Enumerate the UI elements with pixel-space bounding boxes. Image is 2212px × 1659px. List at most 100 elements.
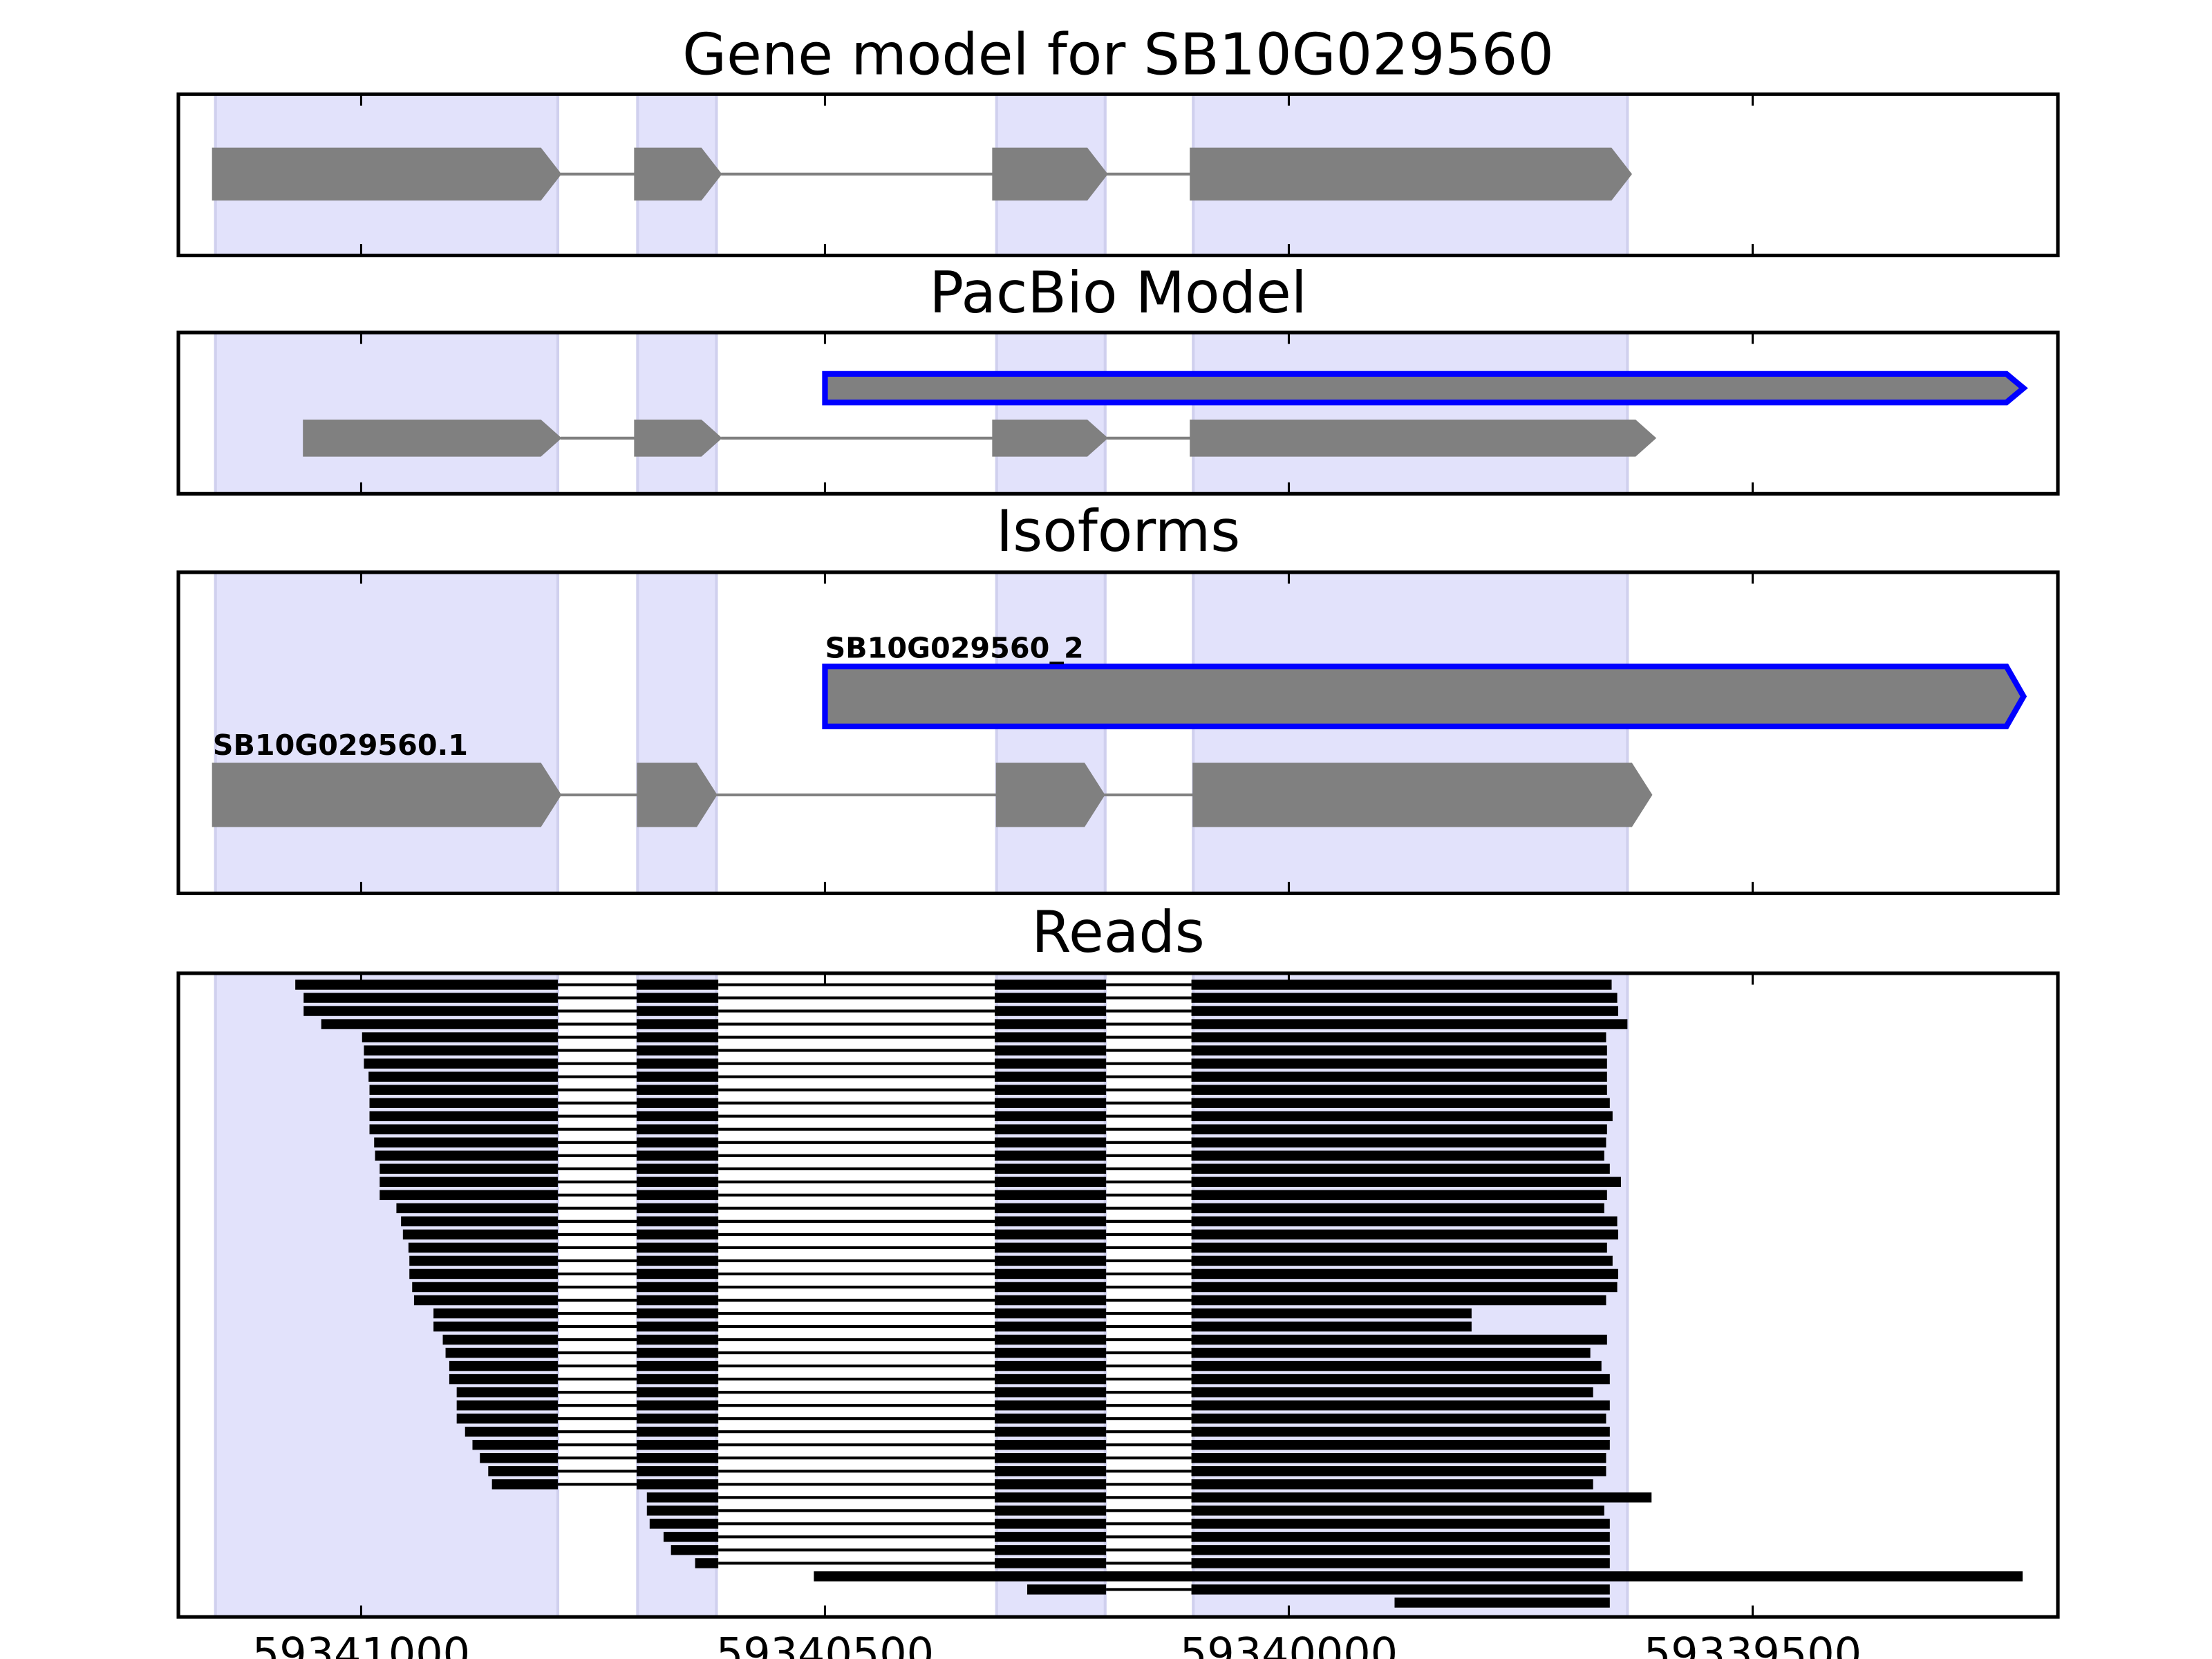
exon [1190, 419, 1657, 457]
read [375, 1150, 1604, 1161]
read-block [637, 1190, 719, 1201]
read [413, 1295, 1606, 1306]
exon [212, 762, 562, 827]
read-block [646, 1492, 719, 1503]
read [369, 1098, 1610, 1108]
read-block [379, 1190, 558, 1201]
read-block [995, 1242, 1107, 1253]
read-block [637, 1387, 719, 1398]
read-block [1191, 1111, 1613, 1121]
read [369, 1111, 1613, 1121]
read-block [1191, 1506, 1604, 1516]
read-block [637, 1282, 719, 1293]
read-block [637, 1216, 719, 1227]
panel-frame [176, 330, 2060, 496]
read-block [1191, 1163, 1610, 1174]
read-block [456, 1400, 558, 1411]
read-block [995, 1085, 1107, 1095]
read-block [637, 993, 719, 1003]
read [303, 1006, 1618, 1016]
panel-title: PacBio Model [929, 260, 1306, 326]
read-block [1191, 1492, 1652, 1503]
read-block [408, 1242, 558, 1253]
transcript [212, 762, 1653, 827]
read [408, 1242, 1607, 1253]
read-block [412, 1282, 558, 1293]
read-block [1191, 1545, 1610, 1555]
read-block [995, 1045, 1107, 1056]
panel-title: Isoforms [996, 498, 1240, 565]
read [465, 1426, 1610, 1437]
read-block [1191, 1203, 1604, 1214]
read-block [1191, 1558, 1610, 1568]
read-block [637, 1308, 719, 1319]
read-block [637, 1242, 719, 1253]
read-block [637, 1045, 719, 1056]
read-block [646, 1506, 719, 1516]
read-block [1191, 1006, 1618, 1016]
read [456, 1387, 1593, 1398]
read-block [1191, 1058, 1607, 1069]
read [364, 1045, 1607, 1056]
read [646, 1492, 1652, 1503]
read-block [303, 993, 558, 1003]
read [433, 1308, 1472, 1319]
read-block [364, 1058, 558, 1069]
read-block [364, 1045, 558, 1056]
read-block [995, 1150, 1107, 1161]
read-block [1191, 1295, 1606, 1306]
read-block [409, 1255, 558, 1266]
read-block [488, 1466, 558, 1477]
read-block [637, 1360, 719, 1371]
transcript-label: SB10G029560.1 [213, 729, 468, 762]
read-block [465, 1426, 558, 1437]
read-block [637, 1347, 719, 1358]
panel-title: Gene model for SB10G029560 [682, 21, 1554, 88]
read-block [368, 1071, 558, 1082]
read-block [637, 1137, 719, 1147]
read [379, 1177, 1621, 1188]
read-block [442, 1334, 558, 1345]
read-block [637, 1321, 719, 1332]
read-block [637, 1466, 719, 1477]
read [409, 1255, 1613, 1266]
read-block [409, 1268, 558, 1280]
read-block [995, 1216, 1107, 1227]
read-block [995, 1019, 1107, 1029]
read [321, 1019, 1628, 1029]
read [402, 1229, 1618, 1240]
read-block [995, 1071, 1107, 1082]
read-block [472, 1439, 558, 1450]
read-block [995, 1387, 1107, 1398]
exon-highlight [1192, 330, 1629, 496]
read-block [1191, 1334, 1607, 1345]
read-block [995, 1137, 1107, 1147]
read-block [1191, 1045, 1607, 1056]
read-block [995, 980, 1107, 990]
read-block [1191, 1229, 1618, 1240]
read-block [995, 1203, 1107, 1214]
panel-frame [176, 971, 2060, 1619]
read [456, 1400, 1610, 1411]
read [401, 1216, 1618, 1227]
read-block [1191, 1584, 1610, 1595]
read-block [637, 1479, 719, 1490]
read-block [995, 1308, 1107, 1319]
read-block [637, 1413, 719, 1424]
read-block [396, 1203, 558, 1214]
read-block [995, 1321, 1107, 1332]
read-block [362, 1032, 558, 1042]
read-block [995, 1124, 1107, 1134]
read-block [995, 1282, 1107, 1293]
panel-frame [176, 92, 2060, 258]
read-block [995, 1519, 1107, 1529]
read-block [995, 1163, 1107, 1174]
read-block [1191, 1387, 1593, 1398]
read-block [375, 1150, 558, 1161]
exon [822, 371, 2028, 406]
exon-highlight [214, 971, 560, 1619]
read [472, 1439, 1610, 1450]
read-block [649, 1519, 719, 1529]
read-block [1191, 1242, 1607, 1253]
read-block [1191, 1282, 1618, 1293]
